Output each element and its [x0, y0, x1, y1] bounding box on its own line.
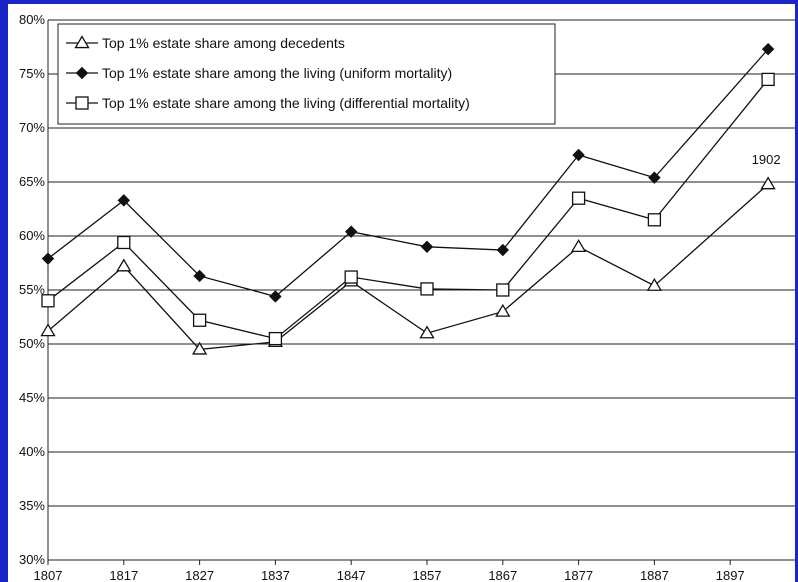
data-point: [572, 148, 585, 162]
x-tick-label: 1837: [261, 568, 290, 582]
y-tick-label: 75%: [19, 66, 45, 81]
x-tick-label: 1847: [337, 568, 366, 582]
data-point: [496, 243, 510, 257]
x-tick-label: 1857: [413, 568, 442, 582]
legend-label: Top 1% estate share among decedents: [102, 35, 345, 51]
data-point: [646, 277, 663, 291]
data-point: [647, 213, 662, 227]
x-tick-label: 1827: [185, 568, 214, 582]
data-point: [648, 171, 661, 184]
data-point: [420, 240, 434, 254]
data-point: [40, 323, 56, 337]
data-point: [495, 303, 511, 317]
y-tick-label: 65%: [19, 174, 45, 189]
y-tick-label: 50%: [19, 336, 45, 351]
data-point: [419, 325, 435, 339]
legend-marker: [74, 35, 90, 49]
x-tick-label: 1867: [488, 568, 517, 582]
x-tick-label: 1887: [640, 568, 669, 582]
x-tick-label: 1807: [34, 568, 63, 582]
x-tick-label: 1817: [109, 568, 138, 582]
series-line: [47, 78, 769, 340]
x-tick-label: 1897: [716, 568, 745, 582]
y-tick-label: 70%: [19, 120, 45, 135]
legend-marker: [75, 96, 89, 110]
legend-label: Top 1% estate share among the living (di…: [102, 95, 470, 111]
data-point: [344, 225, 358, 238]
data-point: [192, 313, 207, 327]
x-tick-label: 1877: [564, 568, 593, 582]
data-point: [117, 194, 131, 207]
data-point: [269, 290, 282, 303]
series-line: [47, 183, 769, 351]
data-point: [760, 176, 776, 190]
y-tick-label: 55%: [19, 282, 45, 297]
data-point: [344, 270, 358, 284]
y-tick-label: 30%: [19, 552, 45, 567]
y-tick-label: 40%: [19, 444, 45, 459]
data-point: [761, 42, 775, 56]
y-tick-label: 60%: [19, 228, 45, 243]
y-tick-label: 80%: [19, 12, 45, 27]
point-annotation: 1902: [752, 152, 781, 167]
data-point: [496, 283, 510, 297]
y-tick-label: 35%: [19, 498, 45, 513]
y-tick-label: 45%: [19, 390, 45, 405]
data-point: [761, 72, 775, 87]
data-point: [41, 294, 55, 308]
legend-label: Top 1% estate share among the living (un…: [102, 65, 452, 81]
data-point: [193, 269, 206, 283]
legend-marker: [75, 66, 89, 80]
data-point: [268, 331, 283, 346]
data-point: [570, 239, 587, 253]
data-point: [191, 341, 208, 355]
data-point: [116, 258, 132, 272]
series-line: [47, 48, 769, 298]
legend-box: [57, 23, 556, 125]
data-point: [571, 191, 586, 205]
data-point: [420, 282, 434, 296]
data-point: [117, 235, 131, 250]
data-point: [41, 252, 55, 265]
